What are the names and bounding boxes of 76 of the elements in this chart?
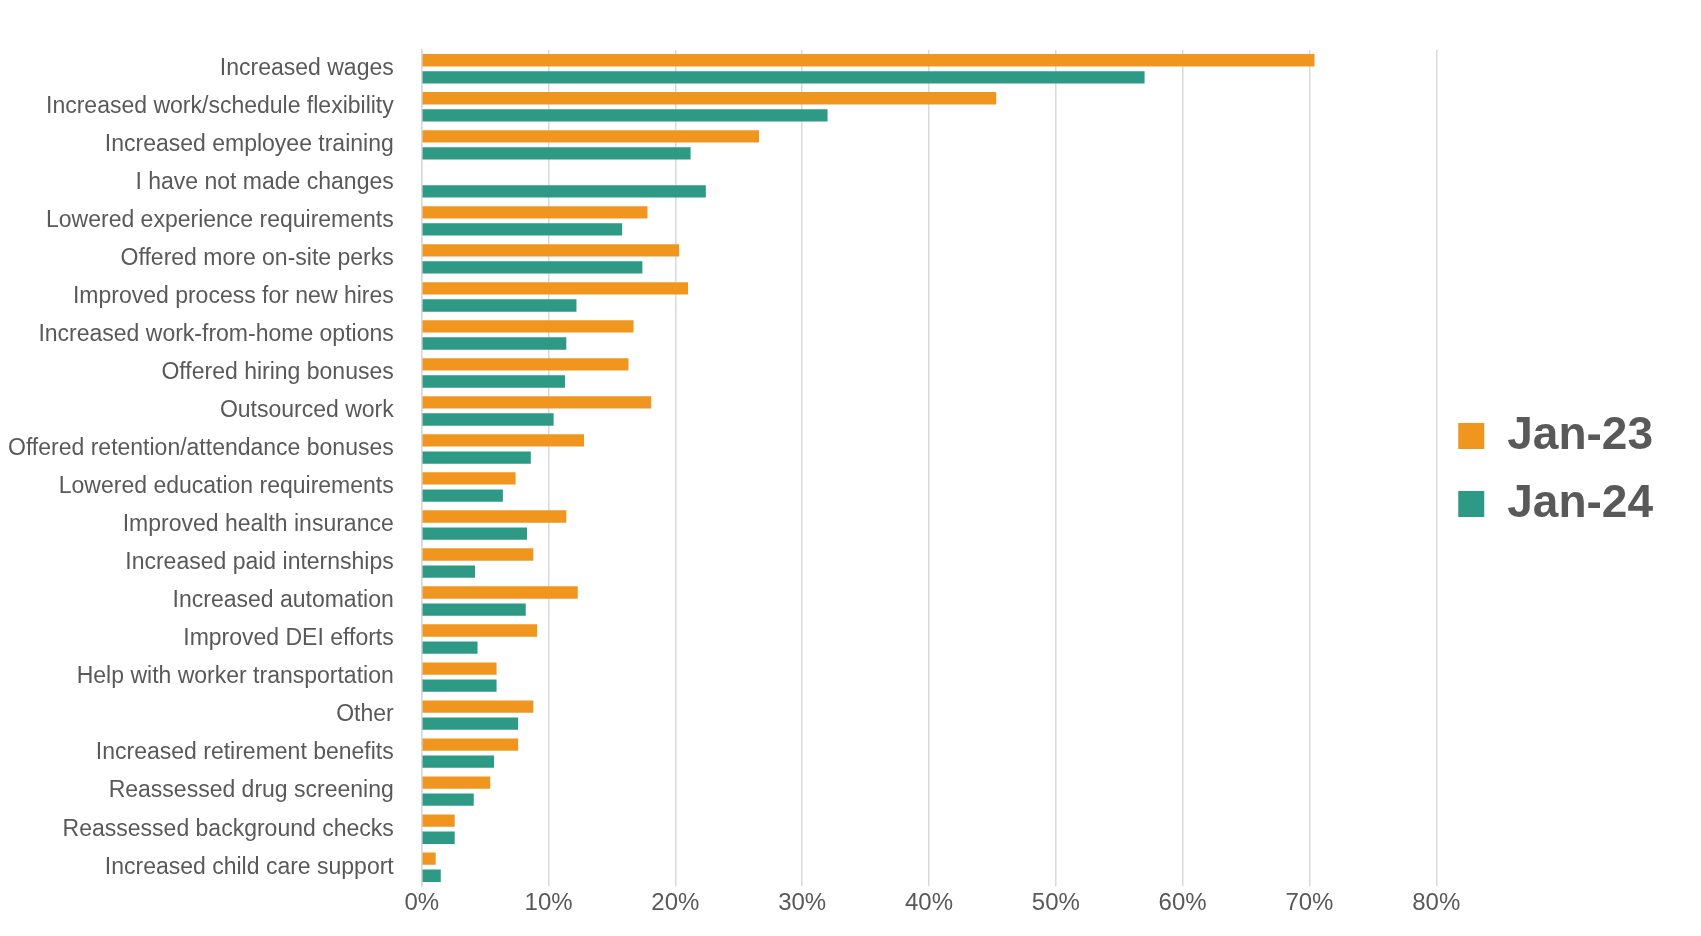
bar xyxy=(422,793,474,806)
y-tick-label: Offered hiring bonuses xyxy=(161,358,394,385)
bar xyxy=(422,375,566,388)
y-tick-label: Increased retirement benefits xyxy=(95,738,394,765)
bar xyxy=(422,738,519,751)
x-tick-label: 40% xyxy=(904,888,954,916)
bar xyxy=(422,527,527,540)
legend-label: Jan-24 xyxy=(1507,474,1654,527)
bar xyxy=(422,337,567,350)
bar xyxy=(422,755,495,768)
x-tick-label: 20% xyxy=(651,888,700,916)
bar xyxy=(422,282,689,295)
y-tick-label: Offered retention/attendance bonuses xyxy=(8,434,394,461)
y-tick-label: I have not made changes xyxy=(135,168,394,195)
bar xyxy=(422,679,497,692)
bar xyxy=(422,831,455,844)
bar xyxy=(422,852,436,865)
y-tick-label: Reassessed background checks xyxy=(62,814,394,841)
x-tick-label: 50% xyxy=(1031,888,1080,916)
y-tick-label: Lowered experience requirements xyxy=(45,206,394,233)
bar xyxy=(422,261,643,274)
y-tick-label: Reassessed drug screening xyxy=(108,776,394,803)
bar xyxy=(422,451,531,464)
bar xyxy=(422,244,680,257)
bar xyxy=(422,147,691,160)
bar xyxy=(422,624,538,637)
bar xyxy=(422,869,441,882)
y-tick-label: Other xyxy=(336,700,395,727)
bar xyxy=(422,185,706,198)
bar xyxy=(422,109,828,122)
bar xyxy=(422,358,629,371)
bar xyxy=(422,700,534,713)
y-tick-label: Lowered education requirements xyxy=(58,472,394,499)
bar xyxy=(422,434,585,447)
bar xyxy=(422,223,623,236)
y-tick-label: Improved health insurance xyxy=(122,510,394,537)
bar xyxy=(422,548,534,561)
bar xyxy=(422,54,1315,67)
bar xyxy=(422,130,760,143)
bar xyxy=(422,206,648,219)
bar xyxy=(422,396,652,409)
bar xyxy=(422,320,634,333)
bar xyxy=(422,603,526,616)
y-tick-label: Increased child care support xyxy=(104,852,395,879)
bar xyxy=(422,586,578,599)
bar xyxy=(422,92,997,105)
y-tick-label: Increased employee training xyxy=(104,130,394,157)
bar xyxy=(422,510,567,523)
x-tick-label: 80% xyxy=(1412,888,1461,916)
bar xyxy=(422,641,478,654)
bar xyxy=(422,662,497,675)
x-tick-label: 0% xyxy=(404,888,440,916)
y-tick-label: Help with worker transportation xyxy=(76,662,394,689)
x-tick-label: 30% xyxy=(778,888,827,916)
y-tick-label: Offered more on-site perks xyxy=(120,244,394,271)
bar xyxy=(422,717,519,730)
bar xyxy=(422,413,554,426)
y-tick-label: Improved process for new hires xyxy=(72,282,394,309)
bar xyxy=(422,776,491,789)
y-tick-label: Increased paid internships xyxy=(125,548,394,575)
bar xyxy=(422,489,503,502)
legend-label: Jan-23 xyxy=(1507,406,1653,459)
bar xyxy=(422,814,455,827)
bar xyxy=(422,299,577,312)
x-tick-label: 60% xyxy=(1158,888,1207,916)
x-tick-label: 10% xyxy=(524,888,573,916)
y-tick-label: Outsourced work xyxy=(219,396,395,423)
y-tick-label: Increased work-from-home options xyxy=(38,320,394,347)
y-tick-label: Increased wages xyxy=(219,54,394,81)
y-tick-label: Increased work/schedule flexibility xyxy=(46,92,395,119)
y-tick-label: Improved DEI efforts xyxy=(183,624,394,651)
y-tick-label: Increased automation xyxy=(172,586,394,613)
x-tick-label: 70% xyxy=(1285,888,1334,916)
bar xyxy=(422,71,1145,84)
bar xyxy=(422,472,516,485)
bar xyxy=(422,565,476,578)
